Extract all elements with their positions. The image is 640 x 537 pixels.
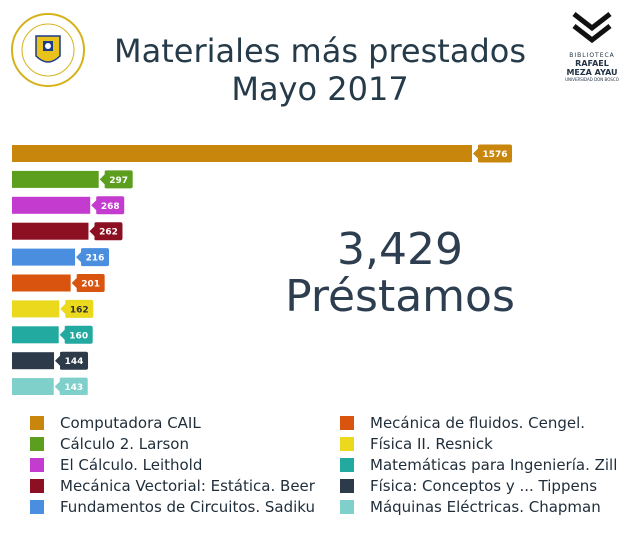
data-label-1: 297 <box>109 176 128 186</box>
library-logo-line2: RAFAEL <box>575 59 609 68</box>
legend-label-5: Mecánica de fluidos. Cengel. <box>370 414 586 432</box>
legend-swatch-4 <box>30 500 44 514</box>
bar-chart: 1576 297 268 262 216 201 162 160 144 143 <box>12 144 512 395</box>
legend-swatch-2 <box>30 458 44 472</box>
legend-label-8: Física: Conceptos y ... Tippens <box>370 477 598 495</box>
data-label-7: 160 <box>69 331 88 341</box>
legend-item-3: Mecánica Vectorial: Estática. Beer <box>30 475 315 497</box>
data-label-0: 1576 <box>482 150 507 160</box>
bar-9 <box>12 378 54 395</box>
legend-item-9: Máquinas Eléctricas. Chapman <box>340 496 601 518</box>
legend-swatch-7 <box>340 458 354 472</box>
total-loans-value: 3,429 <box>337 224 463 275</box>
legend-item-6: Física II. Resnick <box>340 433 493 455</box>
library-logo: BIBLIOTECA RAFAEL MEZA AYAU UNIVERSIDAD … <box>552 12 632 82</box>
data-label-bg-5 <box>71 274 105 292</box>
bar-5 <box>12 274 71 292</box>
data-label-4: 216 <box>86 254 105 264</box>
data-label-bg-2 <box>91 196 125 215</box>
legend-swatch-0 <box>30 416 44 430</box>
bar-7 <box>12 326 59 344</box>
bar-1 <box>12 170 99 188</box>
legend-swatch-3 <box>30 479 44 493</box>
data-label-3: 262 <box>99 228 118 238</box>
legend-label-4: Fundamentos de Circuitos. Sadiku <box>60 498 315 516</box>
data-label-bg-3 <box>89 222 123 241</box>
data-label-bg-1 <box>99 170 133 189</box>
university-seal-logo <box>10 12 86 88</box>
legend-item-8: Física: Conceptos y ... Tippens <box>340 475 597 497</box>
data-label-bg-8 <box>55 351 89 370</box>
data-label-6: 162 <box>70 305 89 315</box>
legend-label-1: Cálculo 2. Larson <box>60 435 189 453</box>
bar-8 <box>12 352 55 370</box>
library-logo-line4: UNIVERSIDAD DON BOSCO <box>565 77 619 82</box>
legend-item-1: Cálculo 2. Larson <box>30 433 189 455</box>
legend-label-3: Mecánica Vectorial: Estática. Beer <box>60 477 315 495</box>
legend-swatch-8 <box>340 479 354 493</box>
data-label-bg-7 <box>59 325 93 344</box>
legend-item-5: Mecánica de fluidos. Cengel. <box>340 412 585 434</box>
bar-3 <box>12 222 89 240</box>
bar-6 <box>12 300 60 318</box>
title-line-2: Mayo 2017 <box>231 70 409 108</box>
library-logo-line1: BIBLIOTECA <box>569 52 615 59</box>
legend-swatch-1 <box>30 437 44 451</box>
legend-swatch-6 <box>340 437 354 451</box>
legend-label-7: Matemáticas para Ingeniería. Zill <box>370 456 618 474</box>
library-logo-line3: MEZA AYAU <box>566 68 618 77</box>
legend-item-0: Computadora CAIL <box>30 412 201 434</box>
data-label-bg-4 <box>76 248 110 267</box>
chart-title: Materiales más prestados Mayo 2017 <box>0 32 640 108</box>
data-label-8: 144 <box>65 357 84 367</box>
bar-0 <box>12 145 472 162</box>
data-label-2: 268 <box>101 202 120 212</box>
legend-item-2: El Cálculo. Leithold <box>30 454 202 476</box>
legend-item-7: Matemáticas para Ingeniería. Zill <box>340 454 617 476</box>
title-line-1: Materiales más prestados <box>114 32 526 70</box>
legend: Computadora CAIL Cálculo 2. Larson El Cálc… <box>0 412 640 532</box>
legend-swatch-5 <box>340 416 354 430</box>
legend-swatch-9 <box>340 500 354 514</box>
data-label-9: 143 <box>64 383 83 393</box>
legend-item-4: Fundamentos de Circuitos. Sadiku <box>30 496 315 518</box>
legend-label-9: Máquinas Eléctricas. Chapman <box>370 498 601 516</box>
legend-label-2: El Cálculo. Leithold <box>60 456 203 474</box>
data-label-5: 201 <box>81 280 100 290</box>
legend-label-0: Computadora CAIL <box>60 414 201 432</box>
data-label-bg-0 <box>473 144 512 163</box>
data-label-bg-9 <box>54 377 88 395</box>
total-loans-label: Préstamos <box>285 271 515 322</box>
bar-2 <box>12 196 91 214</box>
data-label-bg-6 <box>60 299 94 318</box>
bar-4 <box>12 248 76 266</box>
legend-label-6: Física II. Resnick <box>370 435 493 453</box>
